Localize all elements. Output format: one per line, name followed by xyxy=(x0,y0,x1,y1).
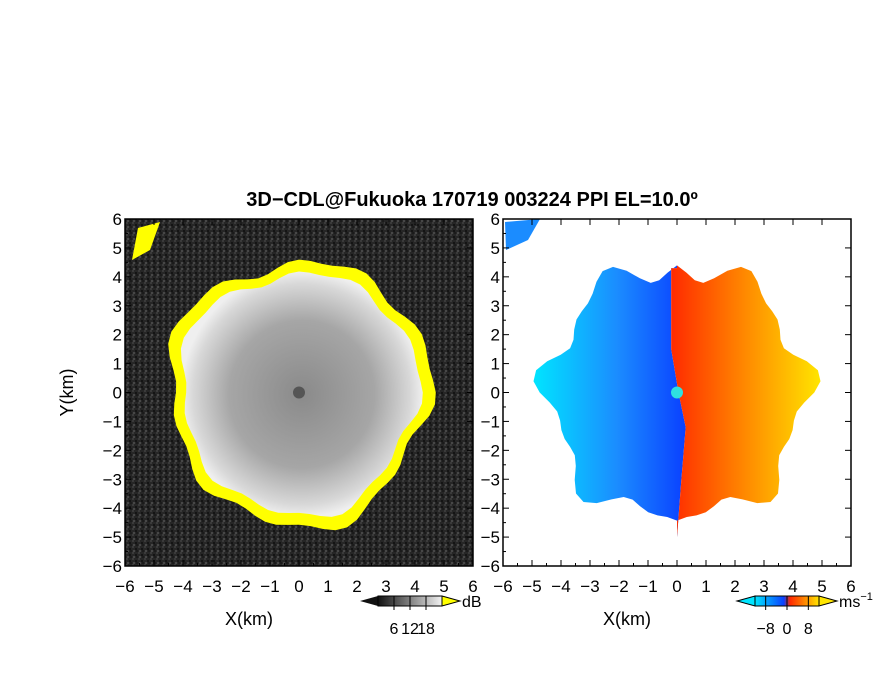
y-tick-label: 0 xyxy=(491,384,500,403)
y-tick-label: −5 xyxy=(103,528,122,547)
y-tick-label: −2 xyxy=(481,441,500,460)
x-tick-label: −4 xyxy=(551,577,570,596)
colorbar-tick-label: 12 xyxy=(401,621,419,638)
x-tick-label: 2 xyxy=(730,577,739,596)
x-tick-label: −5 xyxy=(522,577,541,596)
y-tick-label: 4 xyxy=(491,268,500,287)
velocity-colorbar: −8 0 8 ms−1 xyxy=(735,591,873,638)
snr-y-axis-label: Y(km) xyxy=(57,369,77,417)
colorbar-tick-label: 0 xyxy=(783,621,792,638)
snr-corner-echo xyxy=(132,222,160,260)
y-tick-label: 1 xyxy=(491,355,500,374)
x-tick-label: −3 xyxy=(202,577,221,596)
velocity-colorbar-max-arrow xyxy=(818,595,839,607)
velocity-colorbar-min-arrow xyxy=(735,595,756,607)
y-tick-label: 5 xyxy=(491,239,500,258)
x-tick-label: 1 xyxy=(323,577,332,596)
x-tick-label: −2 xyxy=(609,577,628,596)
x-tick-label: −6 xyxy=(115,577,134,596)
x-tick-label: 5 xyxy=(817,577,826,596)
y-tick-label: −3 xyxy=(481,470,500,489)
snr-x-axis-label: X(km) xyxy=(225,609,273,629)
x-tick-label: −4 xyxy=(173,577,192,596)
y-tick-label: −1 xyxy=(103,412,122,431)
y-tick-label: −1 xyxy=(481,412,500,431)
colorbar-tick-label: 8 xyxy=(804,621,813,638)
y-tick-label: −5 xyxy=(481,528,500,547)
y-tick-label: 3 xyxy=(113,297,122,316)
y-tick-label: 1 xyxy=(113,355,122,374)
x-tick-label: 4 xyxy=(410,577,419,596)
radar-site-marker xyxy=(293,386,305,399)
y-tick-label: −4 xyxy=(481,499,500,518)
x-tick-label: −1 xyxy=(260,577,279,596)
snr-colorbar-min-arrow xyxy=(360,596,378,606)
colorbar-tick-label: 6 xyxy=(390,621,399,638)
y-tick-label: 0 xyxy=(113,384,122,403)
x-tick-label: −1 xyxy=(638,577,657,596)
y-tick-label: 6 xyxy=(491,210,500,229)
snr-axis-ticks: −6 −5 −4 −3 −2 −1 0 1 2 3 4 5 6 6 5 4 3 2 1 0 −1 −2 −3 −4 −5 −6 xyxy=(103,210,478,596)
velocity-panel: −6 −5 −4 −3 −2 −1 0 1 2 3 4 5 6 6 5 4 3 2 1 0 −1 −2 −3 −4 −5 −6 X… xyxy=(481,210,856,629)
y-tick-label: −3 xyxy=(103,470,122,489)
x-tick-label: 3 xyxy=(759,577,768,596)
velocity-corner-echo xyxy=(505,219,540,250)
snr-panel: −6 −5 −4 −3 −2 −1 0 1 2 3 4 5 6 6 5 4 3 2 1 0 −1 −2 −3 −4 −5 −6 X… xyxy=(57,210,478,629)
colorbar-tick-label: 18 xyxy=(417,621,435,638)
chart-title: 3D−CDL@Fukuoka 170719 003224 PPI EL=10.0… xyxy=(246,189,698,211)
y-tick-label: −6 xyxy=(481,557,500,576)
y-tick-label: 2 xyxy=(491,326,500,345)
x-tick-label: 6 xyxy=(468,577,477,596)
velocity-axis-ticks: −6 −5 −4 −3 −2 −1 0 1 2 3 4 5 6 6 5 4 3 2 1 0 −1 −2 −3 −4 −5 −6 xyxy=(481,210,856,596)
x-tick-label: 1 xyxy=(701,577,710,596)
snr-field xyxy=(125,219,473,566)
snr-colorbar-unit: dB xyxy=(462,594,482,611)
velocity-colorbar-ticks: −8 0 8 xyxy=(757,596,813,638)
y-tick-label: −6 xyxy=(103,557,122,576)
x-tick-label: −2 xyxy=(231,577,250,596)
y-tick-label: −2 xyxy=(103,441,122,460)
velocity-x-axis-label: X(km) xyxy=(603,609,651,629)
x-tick-label: −6 xyxy=(493,577,512,596)
y-tick-label: 2 xyxy=(113,326,122,345)
y-tick-label: 3 xyxy=(491,297,500,316)
x-tick-label: −3 xyxy=(580,577,599,596)
colorbar-tick-label: −8 xyxy=(757,621,775,638)
snr-colorbar-max-arrow xyxy=(441,595,462,607)
x-tick-label: 0 xyxy=(294,577,303,596)
x-tick-label: −5 xyxy=(144,577,163,596)
velocity-receding-region xyxy=(671,265,821,538)
x-tick-label: 2 xyxy=(352,577,361,596)
y-tick-label: −4 xyxy=(103,499,122,518)
radar-site-marker-velocity xyxy=(671,386,683,399)
y-tick-label: 4 xyxy=(113,268,122,287)
x-tick-label: 0 xyxy=(672,577,681,596)
y-tick-label: 6 xyxy=(113,210,122,229)
y-tick-label: 5 xyxy=(113,239,122,258)
velocity-field xyxy=(505,219,821,538)
x-tick-label: 4 xyxy=(788,577,797,596)
velocity-colorbar-unit: ms−1 xyxy=(839,591,873,611)
x-tick-label: 5 xyxy=(439,577,448,596)
x-tick-label: 3 xyxy=(381,577,390,596)
x-tick-label: 6 xyxy=(846,577,855,596)
velocity-approaching-region xyxy=(533,265,686,538)
